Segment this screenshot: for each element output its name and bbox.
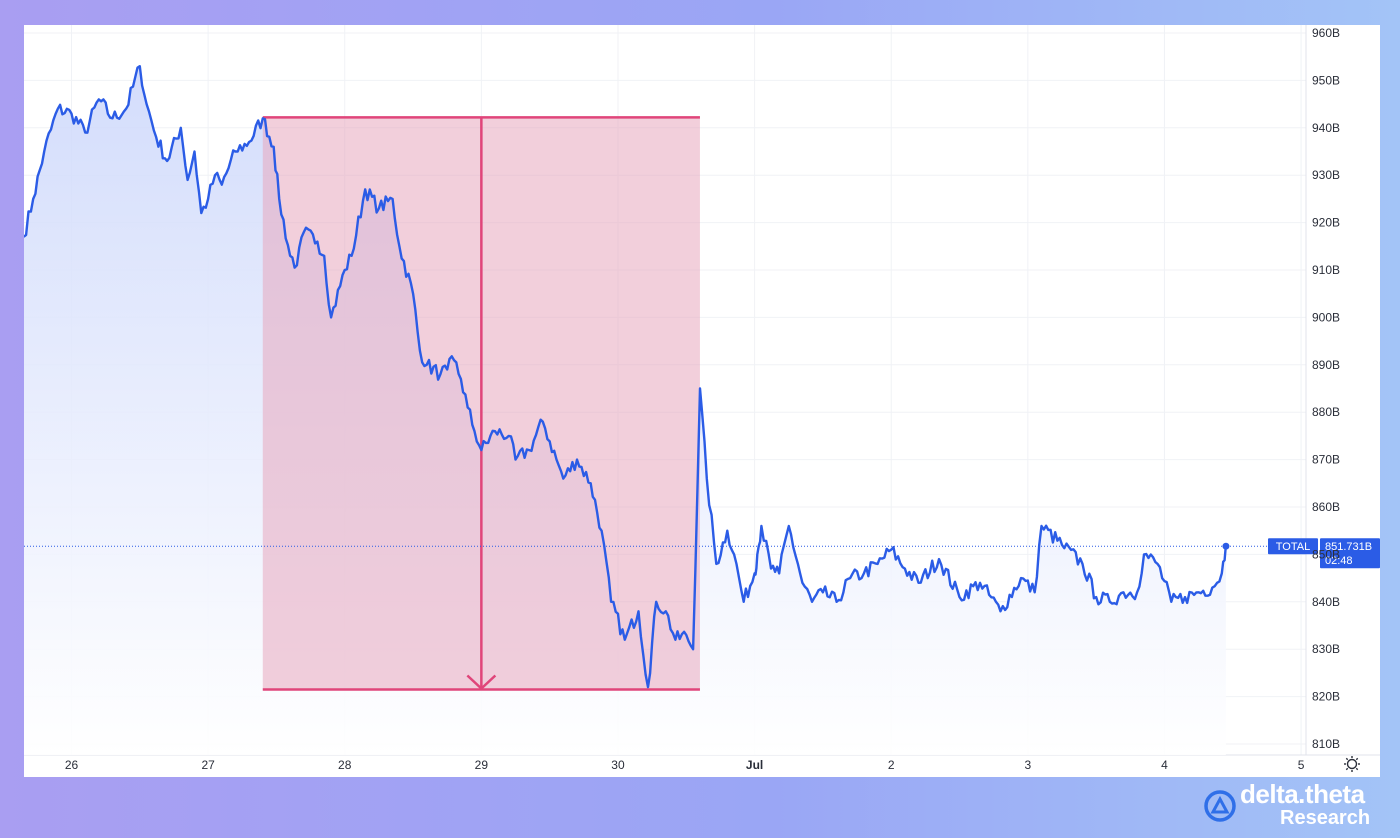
series-name-label: TOTAL — [1276, 541, 1310, 553]
series-line-path — [24, 65, 1228, 689]
y-tick-label: 880B — [1312, 405, 1340, 419]
x-tick-label: 26 — [65, 758, 79, 772]
y-tick-label: 900B — [1312, 310, 1340, 324]
y-tick-label: 820B — [1312, 690, 1340, 704]
x-tick-label: 4 — [1161, 758, 1168, 772]
y-axis: 810B 820B 830B 840B 850B 860B 870B 880B 890B 900B… — [1312, 26, 1340, 751]
y-tick-label: 830B — [1312, 642, 1340, 656]
delta-theta-logo-icon — [1204, 790, 1236, 822]
brand-logo: delta.theta Research — [1204, 778, 1384, 834]
y-tick-label: 890B — [1312, 358, 1340, 372]
series-name-badge — [1268, 538, 1318, 555]
x-tick-label: 2 — [888, 758, 895, 772]
y-tick-label: 870B — [1312, 453, 1340, 467]
y-tick-label: 920B — [1312, 216, 1340, 230]
y-tick-label: 810B — [1312, 737, 1340, 751]
x-tick-label: 5 — [1298, 758, 1305, 772]
current-value-badge — [1320, 538, 1380, 569]
x-tick-label: 3 — [1024, 758, 1031, 772]
drawdown-highlight — [262, 116, 700, 691]
x-axis: 26 27 28 29 30 Jul 2 3 4 5 — [65, 758, 1305, 772]
drawdown-arrow-head — [466, 674, 497, 691]
y-tick-label: 940B — [1312, 121, 1340, 135]
y-tick-label: 910B — [1312, 263, 1340, 277]
current-value-marker: TOTAL 851.731B 02:48 — [24, 538, 1380, 569]
y-tick-label: 860B — [1312, 500, 1340, 514]
y-tick-label: 840B — [1312, 595, 1340, 609]
x-tick-label: 29 — [475, 758, 489, 772]
countdown-label: 02:48 — [1325, 555, 1353, 567]
x-tick-label: 28 — [338, 758, 352, 772]
series-line-total — [24, 65, 1228, 689]
current-value-dot — [1222, 542, 1230, 550]
brand-subtitle: Research — [1280, 807, 1371, 829]
x-tick-label: Jul — [746, 758, 763, 772]
y-tick-label: 850B — [1312, 547, 1340, 561]
y-tick-label: 950B — [1312, 73, 1340, 87]
x-tick-label: 30 — [611, 758, 625, 772]
settings-gear-icon[interactable] — [1344, 756, 1360, 772]
y-tick-label: 930B — [1312, 168, 1340, 182]
chart-panel: TOTAL 851.731B 02:48 810B 820B 830B 840B 850B 8… — [24, 25, 1380, 777]
x-tick-label: 27 — [201, 758, 215, 772]
y-tick-label: 960B — [1312, 26, 1340, 40]
current-value-label: 851.731B — [1325, 541, 1372, 553]
brand-name: delta.theta — [1240, 779, 1365, 809]
